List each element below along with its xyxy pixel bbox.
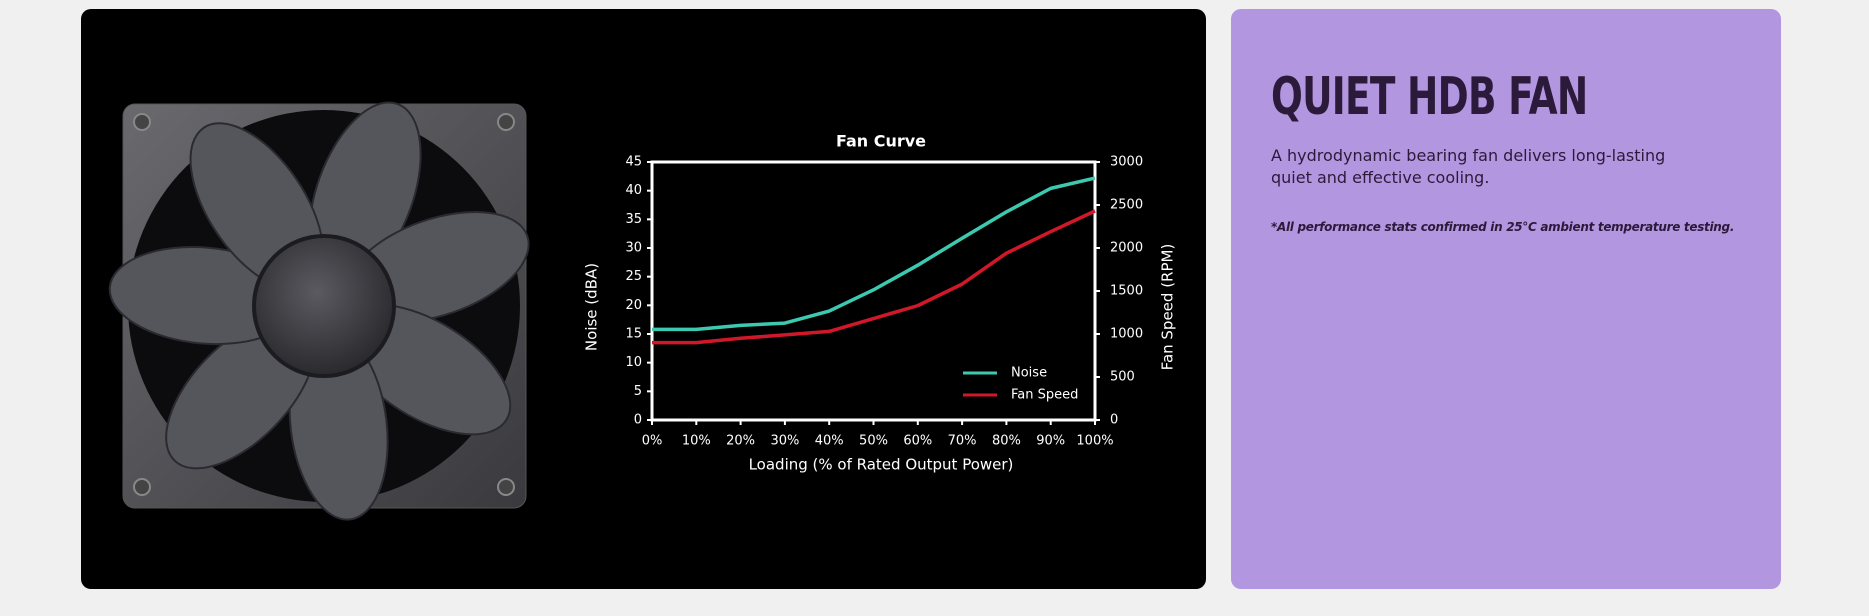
- y2-tick-label: 1000: [1110, 327, 1143, 342]
- x-tick-label: 50%: [859, 434, 888, 449]
- x-tick-label: 0%: [642, 434, 663, 449]
- info-card: QUIET HDB FAN A hydrodynamic bearing fan…: [1231, 9, 1781, 589]
- y-tick-label: 20: [625, 298, 642, 313]
- series-line: [652, 209, 1096, 345]
- x-tick-label: 60%: [903, 434, 932, 449]
- y2-tick-label: 0: [1110, 413, 1118, 428]
- x-tick-label: 10%: [682, 434, 711, 449]
- y2-tick-label: 2000: [1110, 241, 1143, 256]
- fan-hub: [252, 234, 396, 378]
- x-tick-label: 90%: [1036, 434, 1065, 449]
- y2-tick-label: 1500: [1110, 284, 1143, 299]
- y2-tick-label: 3000: [1110, 155, 1143, 170]
- y-tick-label: 5: [634, 384, 642, 399]
- y-tick-label: 15: [625, 327, 642, 342]
- y-tick-label: 0: [634, 413, 642, 428]
- panel-note: *All performance stats confirmed in 25°C…: [1271, 220, 1735, 234]
- chart-title: Fan Curve: [836, 132, 926, 151]
- y2-axis-title: Fan Speed (RPM): [1159, 244, 1177, 371]
- panel-title: QUIET HDB FAN: [1271, 67, 1588, 127]
- x-tick-label: 100%: [1076, 434, 1113, 449]
- x-axis-title: Loading (% of Rated Output Power): [749, 456, 1014, 474]
- x-tick-label: 70%: [948, 434, 977, 449]
- x-tick-label: 40%: [815, 434, 844, 449]
- y2-tick-label: 2500: [1110, 198, 1143, 213]
- y-tick-label: 10: [625, 355, 642, 370]
- y-tick-label: 30: [625, 241, 642, 256]
- y-axis-title: Noise (dBA): [583, 263, 601, 351]
- panel-description: A hydrodynamic bearing fan delivers long…: [1271, 146, 1666, 187]
- y-tick-label: 25: [625, 269, 642, 284]
- y-tick-label: 40: [625, 183, 642, 198]
- legend-label: Noise: [1011, 366, 1047, 381]
- fan-image: [108, 101, 530, 521]
- y-tick-label: 45: [625, 155, 642, 170]
- legend-label: Fan Speed: [1011, 388, 1078, 403]
- y-tick-label: 35: [625, 212, 642, 227]
- x-tick-label: 30%: [770, 434, 799, 449]
- fan-screws: [133, 113, 515, 496]
- x-tick-label: 20%: [726, 434, 755, 449]
- y2-tick-label: 500: [1110, 370, 1135, 385]
- x-tick-label: 80%: [992, 434, 1021, 449]
- series-line: [652, 176, 1096, 332]
